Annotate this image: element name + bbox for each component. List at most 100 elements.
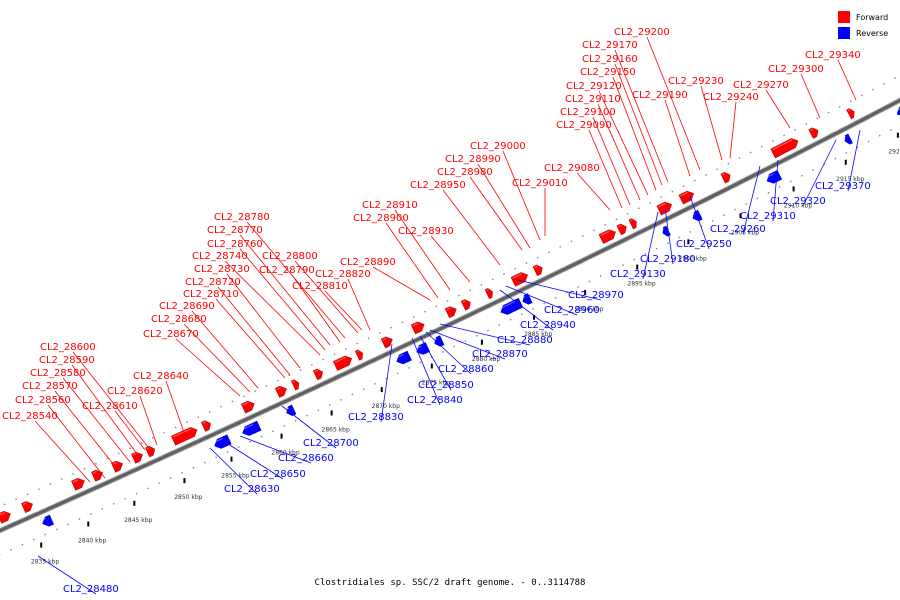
- forward-gene-label: CL2_28890: [340, 257, 396, 268]
- forward-gene-leader-line: [598, 90, 649, 196]
- scale-tick-mark: [792, 186, 795, 192]
- forward-gene-label: CL2_28730: [194, 264, 250, 275]
- reverse-gene-label: CL2_29370: [815, 181, 871, 192]
- reverse-gene-shine: [415, 345, 422, 350]
- forward-gene-leader-line: [34, 420, 91, 483]
- reverse-gene: [844, 133, 853, 145]
- forward-gene-leader-line: [612, 76, 657, 191]
- reverse-gene-label: CL2_28830: [348, 412, 404, 423]
- forward-gene: [91, 469, 103, 482]
- reverse-gene-leader-line: [689, 195, 710, 250]
- forward-gene: [290, 379, 300, 391]
- legend: Forward Reverse: [838, 9, 888, 41]
- forward-gene-shape: [808, 127, 819, 139]
- forward-gene-label: CL2_28810: [292, 281, 348, 292]
- forward-gene: [111, 460, 123, 473]
- reverse-gene-label: CL2_28880: [497, 335, 553, 346]
- reverse-gene-shine: [661, 228, 665, 231]
- reverse-gene-shine: [499, 301, 515, 310]
- reverse-gene-leader-line: [802, 139, 837, 207]
- reverse-gene-label: CL2_28850: [418, 380, 474, 391]
- scale-tick-label: 2920 kbp: [888, 149, 900, 156]
- forward-gene-label: CL2_28540: [2, 411, 58, 422]
- forward-gene-shape: [598, 229, 616, 244]
- scale-tick-label: 2840 kbp: [78, 538, 106, 545]
- forward-gene-shine: [92, 470, 97, 474]
- forward-gene: [200, 420, 211, 432]
- forward-gene-shine: [22, 502, 27, 506]
- forward-gene-leader-line: [215, 298, 286, 379]
- forward-gene-shape: [532, 264, 543, 277]
- forward-gene-label: CL2_28980: [437, 167, 493, 178]
- forward-gene-shape: [380, 336, 393, 349]
- forward-gene-shine: [356, 350, 359, 353]
- forward-gene-shine: [172, 428, 192, 438]
- forward-gene-leader-line: [139, 395, 158, 446]
- forward-gene-shape: [21, 501, 33, 513]
- forward-gene-label: CL2_28560: [15, 395, 71, 406]
- forward-gene-leader-line: [729, 101, 737, 159]
- reverse-gene-leader-line: [209, 447, 258, 495]
- forward-gene-label: CL2_28610: [82, 401, 138, 412]
- forward-gene-label: CL2_28570: [22, 381, 78, 392]
- forward-gene: [312, 368, 323, 381]
- forward-gene-shape: [200, 420, 211, 432]
- forward-gene-leader-line: [62, 377, 131, 463]
- forward-gene: [616, 223, 627, 236]
- forward-gene-shine: [446, 307, 451, 311]
- reverse-gene: [213, 434, 232, 449]
- forward-gene: [410, 321, 425, 335]
- forward-gene-label: CL2_29340: [805, 50, 861, 61]
- forward-swatch: [838, 11, 850, 23]
- forward-gene-shape: [628, 218, 637, 230]
- forward-gene: [678, 190, 694, 205]
- forward-gene-shine: [276, 387, 281, 390]
- scale-tick-label: 2855 kbp: [221, 473, 249, 480]
- reverse-gene: [766, 169, 783, 184]
- forward-gene-label: CL2_28580: [30, 368, 86, 379]
- scale-tick-label: 2865 kbp: [322, 427, 350, 434]
- forward-gene-shape: [354, 349, 363, 361]
- forward-gene-shape: [678, 190, 694, 205]
- forward-gene-label: CL2_28790: [259, 265, 315, 276]
- forward-gene-leader-line: [800, 73, 821, 119]
- reverse-gene-shine: [41, 517, 46, 521]
- reverse-gene-label: CL2_28480: [63, 584, 119, 595]
- forward-gene-shine: [534, 265, 538, 269]
- forward-gene-label: CL2_29200: [614, 27, 670, 38]
- reverse-gene-shine: [896, 108, 900, 112]
- reverse-gene: [395, 350, 412, 365]
- forward-gene-label: CL2_28930: [398, 226, 454, 237]
- forward-gene-shine: [462, 300, 466, 303]
- forward-gene-shine: [486, 289, 489, 292]
- forward-gene-label: CL2_29170: [582, 40, 638, 51]
- forward-gene-shape: [846, 108, 855, 120]
- reverse-gene-shine: [766, 173, 774, 179]
- forward-gene-leader-line: [239, 234, 331, 346]
- forward-gene: [444, 306, 457, 319]
- forward-gene-shape: [131, 451, 143, 464]
- forward-gene: [131, 451, 143, 464]
- reverse-gene-shine: [521, 296, 526, 299]
- reverse-gene-leader-line: [742, 165, 761, 235]
- reverse-gene-shine: [395, 354, 404, 359]
- forward-gene-shine: [292, 380, 295, 383]
- forward-gene-shape: [170, 427, 198, 446]
- forward-gene-shine: [600, 230, 610, 237]
- forward-gene-shape: [444, 306, 457, 319]
- legend-reverse-label: Reverse: [856, 28, 889, 38]
- forward-gene-leader-line: [226, 273, 301, 369]
- forward-gene-leader-line: [291, 274, 341, 343]
- reverse-gene-leader-line: [847, 129, 861, 192]
- forward-gene-label: CL2_29090: [556, 120, 612, 131]
- reverse-gene-leader-line: [642, 211, 659, 280]
- forward-gene-leader-line: [224, 260, 321, 356]
- legend-forward: Forward: [838, 9, 888, 25]
- forward-gene: [170, 427, 198, 446]
- forward-gene-label: CL2_29010: [512, 178, 568, 189]
- forward-gene-label: CL2_29270: [733, 80, 789, 91]
- scale-tick-label: 2900 kbp: [679, 255, 707, 262]
- reverse-gene-leader-line: [37, 555, 97, 595]
- forward-gene: [846, 108, 855, 120]
